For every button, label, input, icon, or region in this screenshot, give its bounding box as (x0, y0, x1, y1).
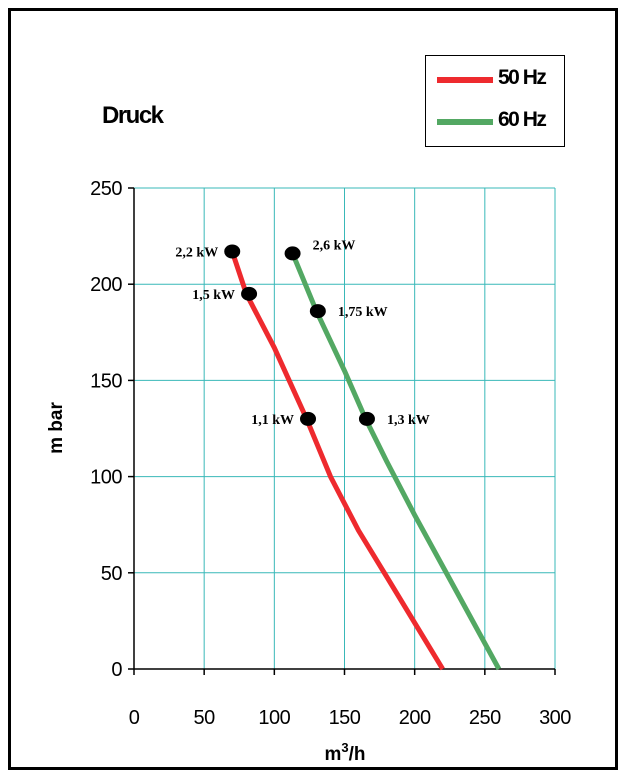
data-point-label: 1,3 kW (387, 413, 430, 428)
y-tick-label: 100 (90, 467, 122, 489)
legend-item-60hz: 60 Hz (426, 106, 566, 136)
x-tick-label: 100 (258, 707, 290, 729)
x-tick-label: 200 (399, 707, 431, 729)
series-line-50hz (229, 250, 445, 671)
legend-label-60hz: 60 Hz (498, 108, 547, 131)
data-point-marker (284, 246, 301, 261)
y-axis-title: m bar (46, 402, 67, 454)
data-point-marker (309, 304, 326, 319)
chart-frame (8, 8, 618, 770)
axes: 0 50 100 150 200 250 0 50 100 150 200 250 300 (90, 178, 572, 729)
x-tick-label: 0 (129, 707, 140, 729)
data-point-label: 2,2 kW (175, 245, 218, 260)
data-point-marker (224, 244, 241, 259)
data-point-marker (358, 411, 375, 426)
legend: 50 Hz 60 Hz (425, 55, 565, 147)
data-point-label: 1,5 kW (192, 288, 235, 303)
grid (134, 187, 556, 669)
data-point-label: 1,1 kW (251, 413, 294, 428)
x-tick-label: 300 (539, 707, 571, 729)
y-tick-label: 200 (90, 274, 122, 296)
data-point-marker (241, 286, 258, 301)
series-lines (229, 250, 502, 671)
x-tick-label: 250 (469, 707, 501, 729)
y-tick-label: 0 (111, 659, 122, 681)
data-point-label: 1,75 kW (338, 305, 388, 320)
legend-swatch-50hz (437, 77, 493, 83)
legend-item-50hz: 50 Hz (426, 64, 566, 94)
markers: 2,2 kW 1,5 kW 1,1 kW 2,6 kW 1,75 kW 1,3 kW (175, 238, 429, 427)
data-point-label: 2,6 kW (313, 238, 356, 253)
legend-swatch-60hz (437, 119, 493, 125)
data-point-marker (300, 411, 317, 426)
y-tick-label: 250 (90, 178, 122, 200)
y-tick-label: 150 (90, 370, 122, 392)
x-tick-label: 50 (194, 707, 216, 729)
x-axis-title: m3/h (324, 740, 365, 765)
y-tick-label: 50 (101, 563, 123, 585)
chart-title: Druck (102, 102, 164, 129)
legend-label-50hz: 50 Hz (498, 66, 547, 89)
series-line-60hz (290, 252, 502, 671)
x-tick-label: 150 (329, 707, 361, 729)
